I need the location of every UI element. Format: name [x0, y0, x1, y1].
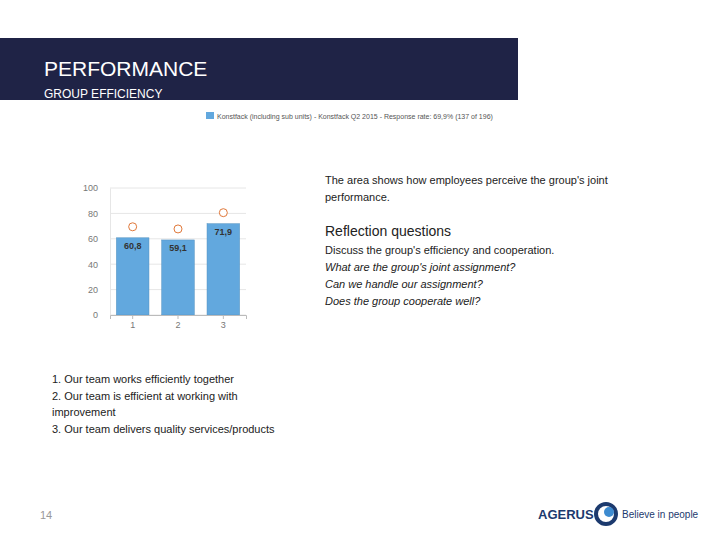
x-axis: 1 2 3 — [111, 315, 247, 330]
bar — [162, 240, 195, 315]
y-tick: 0 — [93, 310, 110, 320]
header-subtitle: GROUP EFFICIENCY — [44, 87, 162, 101]
flag-icon — [174, 225, 182, 233]
y-tick-label: 20 — [88, 285, 98, 295]
data-labels: 60,8 59,1 71,9 — [124, 227, 232, 253]
x-tick-mark — [132, 315, 133, 319]
x-axis-line — [111, 316, 247, 320]
list-item: improvement — [52, 406, 116, 418]
y-tick-label: 40 — [88, 260, 98, 270]
slide: PERFORMANCE GROUP EFFICIENCY The area show… — [0, 0, 720, 540]
x-tick-label: 1 — [130, 320, 135, 330]
y-tick-label: 60 — [88, 234, 98, 244]
legend: Konstfack (including sub units) - Konstf… — [206, 112, 493, 121]
x-tick-label: 3 — [221, 320, 226, 330]
x-tick: 3 — [221, 315, 226, 330]
list-item: 1. Our team works efficiently together — [52, 373, 234, 385]
list-item: 3. Our team delivers quality services/pr… — [52, 423, 275, 435]
y-tick: 100 — [83, 183, 110, 193]
description: The area shows how employees perceive th… — [325, 174, 608, 186]
data-label: 60,8 — [124, 241, 142, 251]
y-tick-label: 80 — [88, 209, 98, 219]
y-tick: 80 — [88, 209, 110, 219]
reflection-title: Reflection questions — [325, 223, 451, 239]
y-axis: 0 20 40 60 80 100 — [83, 183, 111, 320]
page-number: 14 — [40, 509, 52, 521]
reflection-line: What are the group's joint assignment? — [325, 261, 516, 273]
logo-icon — [604, 507, 614, 517]
x-tick: 1 — [130, 315, 135, 330]
reflection-line: Can we handle our assignment? — [325, 278, 484, 290]
description: performance. — [325, 191, 390, 203]
bars — [116, 224, 239, 315]
x-tick: 2 — [175, 315, 180, 330]
data-label: 71,9 — [215, 227, 233, 237]
header-band — [0, 38, 518, 100]
list-item: 2. Our team is efficient at working with — [52, 390, 238, 402]
flag-icon — [219, 209, 227, 217]
flag-icon — [129, 223, 137, 231]
logo-tagline: Believe in people — [622, 509, 699, 520]
grid-line — [110, 188, 246, 189]
logo: AGERUS Believe in people — [538, 504, 699, 524]
reflection-line: Does the group cooperate well? — [325, 295, 481, 307]
logo-brand: AGERUS — [538, 507, 594, 522]
y-tick-label: 100 — [83, 183, 98, 193]
reflection-line: Discuss the group's efficiency and coope… — [325, 244, 554, 256]
logo-icon — [596, 504, 616, 524]
grid — [110, 188, 246, 315]
y-tick-label: 0 — [93, 310, 98, 320]
x-tick-mark — [178, 315, 179, 319]
legend-label: Konstfack (including sub units) - Konstf… — [217, 113, 493, 121]
y-tick: 60 — [88, 234, 110, 244]
header-title: PERFORMANCE — [44, 57, 207, 80]
data-label: 59,1 — [169, 243, 187, 253]
legend-swatch — [206, 112, 214, 119]
bar — [116, 238, 149, 315]
bar — [207, 224, 240, 315]
y-tick: 20 — [88, 285, 110, 295]
x-tick-mark — [223, 315, 224, 319]
flags — [129, 209, 228, 233]
x-tick-label: 2 — [175, 320, 180, 330]
y-tick: 40 — [88, 260, 110, 270]
y-axis-line — [110, 189, 111, 316]
